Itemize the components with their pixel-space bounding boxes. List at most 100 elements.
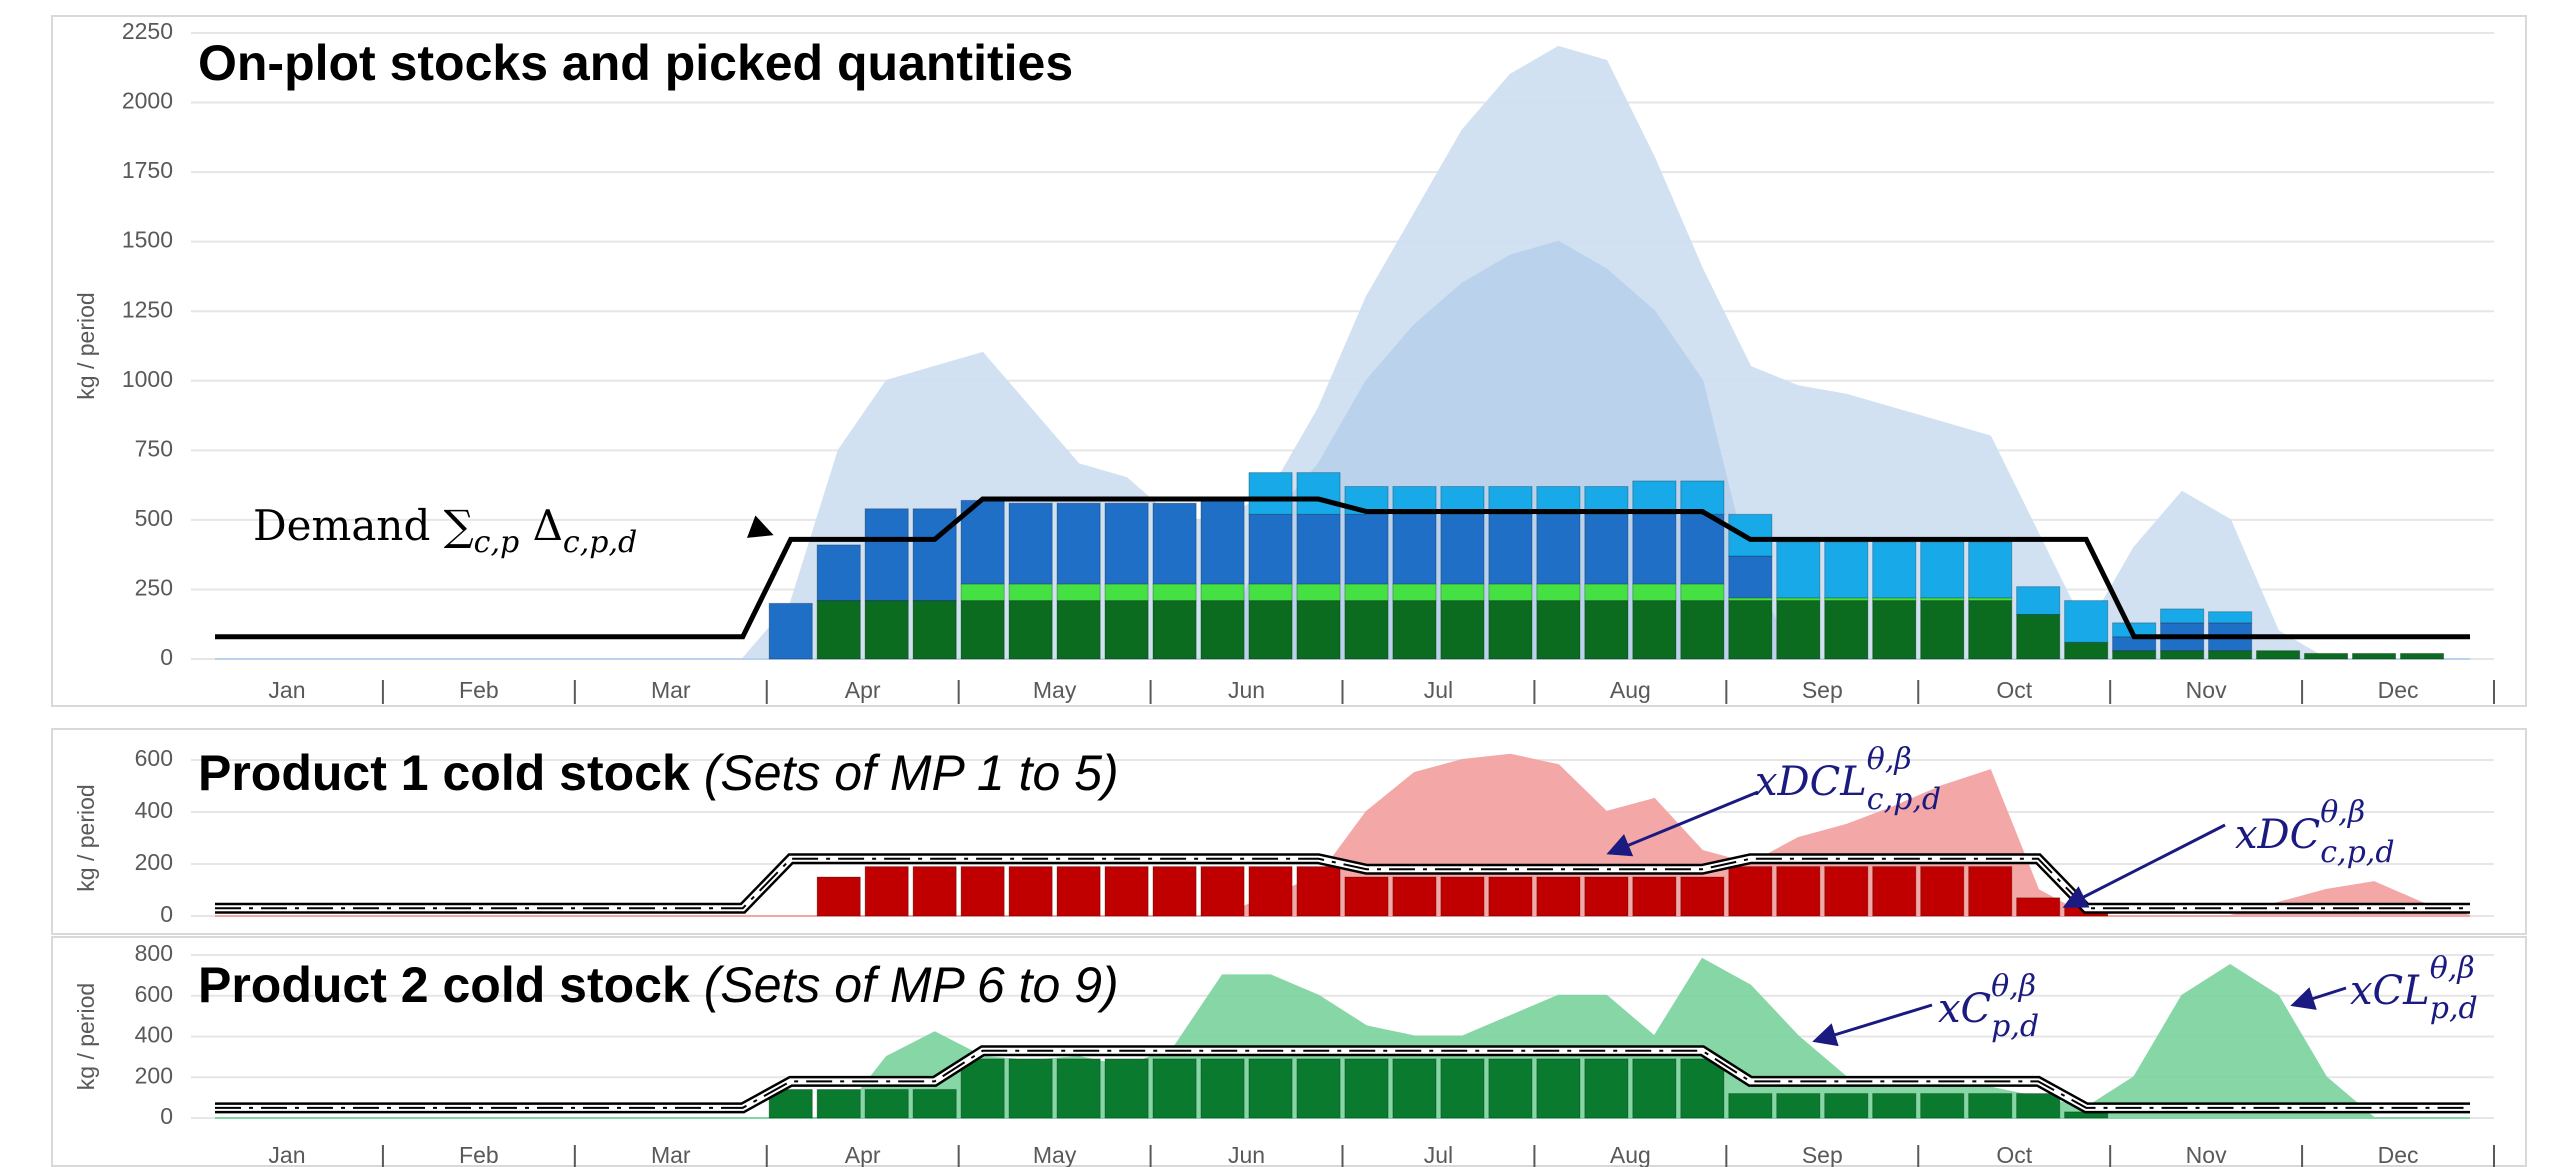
arrow	[1606, 790, 1759, 857]
x-tick-label: Mar	[651, 677, 691, 703]
area	[214, 957, 2471, 1119]
bar	[1776, 600, 1821, 660]
bar	[1872, 600, 1917, 660]
bar	[1968, 1093, 2013, 1119]
bar	[1920, 600, 1965, 660]
x-tick-label: Aug	[1610, 1142, 1651, 1167]
bar	[1776, 866, 1821, 917]
y-axis-label: kg / period	[73, 983, 99, 1090]
bar	[1632, 876, 1677, 917]
bar	[1728, 555, 1773, 599]
chart-title: On-plot stocks and picked quantities	[198, 35, 1073, 91]
bar	[1056, 502, 1101, 585]
bar	[1200, 583, 1245, 602]
bar	[1152, 502, 1197, 585]
y-tick-label: 1750	[122, 157, 173, 183]
x-tick-label: Jan	[268, 677, 305, 703]
annotation-superscript: θ,β	[1991, 969, 2036, 1004]
bar	[1536, 876, 1581, 917]
bar	[912, 600, 957, 660]
y-tick-label: 800	[135, 940, 173, 966]
bar	[1440, 876, 1485, 917]
arrow	[1812, 1003, 1933, 1047]
annotation-superscript: θ,β	[1867, 742, 1912, 777]
annotation-text: xDCL	[1755, 759, 1867, 805]
bar	[960, 600, 1005, 660]
annotation-text: xC	[1938, 986, 1991, 1032]
annotation-subscript: p,d	[1991, 1009, 2039, 1044]
x-tick-label: May	[1033, 1142, 1077, 1167]
bar	[2016, 613, 2061, 660]
arrow	[2290, 986, 2347, 1010]
bar	[1296, 600, 1341, 660]
bar	[1536, 1058, 1581, 1119]
annotation-text: xDC	[2235, 812, 2320, 858]
annotation-layer: Demand ∑c,p Δc,p,d xDCLθ,β c,p,d xDC θ,β c,…	[253, 501, 2478, 1047]
bar	[1056, 583, 1101, 602]
bar	[2208, 611, 2253, 624]
bar	[1248, 1058, 1293, 1119]
bar	[2160, 650, 2205, 660]
bar	[1584, 513, 1629, 585]
bar	[1824, 600, 1869, 660]
bar	[1152, 1058, 1197, 1119]
bar	[864, 508, 909, 602]
arrow	[746, 515, 774, 538]
bar	[1680, 600, 1725, 660]
y-tick-label: 0	[160, 1103, 173, 1129]
title-space	[690, 957, 704, 1013]
bar	[2303, 652, 2349, 660]
bar	[2064, 600, 2109, 643]
demand-line	[214, 496, 2471, 640]
chart-title: Product 1 cold stock (Sets of MP 1 to 5)	[198, 745, 1119, 801]
bar	[2256, 650, 2301, 660]
bar	[1872, 1093, 1917, 1119]
bar	[1344, 876, 1389, 917]
y-tick-label: 0	[160, 644, 173, 670]
bar	[1440, 513, 1485, 585]
bar	[2016, 897, 2061, 917]
annotation-subscript: p,d	[2430, 991, 2478, 1026]
y-tick-label: 2000	[122, 88, 173, 114]
bar	[1536, 513, 1581, 585]
x-tick-label: Jul	[1424, 677, 1453, 703]
x-tick-label: Dec	[2378, 1142, 2419, 1167]
bar	[1632, 600, 1677, 660]
bar	[1008, 1058, 1053, 1119]
x-tick-label: Apr	[845, 1142, 881, 1167]
bar	[1200, 1058, 1245, 1119]
bar	[1488, 1058, 1533, 1119]
bar	[1968, 866, 2013, 917]
x-tick-label: Jan	[268, 1142, 305, 1167]
bar	[1008, 583, 1053, 602]
annotation-subscript: c,p,d	[1867, 782, 1941, 817]
y-tick-label: 1250	[122, 296, 173, 322]
bar	[1920, 1093, 1965, 1119]
bar	[1200, 499, 1245, 585]
bar	[816, 876, 861, 917]
bar	[1056, 866, 1101, 917]
bar	[1440, 600, 1485, 660]
bar	[1920, 866, 1965, 917]
annotation-superscript: θ,β	[2430, 951, 2475, 986]
bar	[1104, 583, 1149, 602]
subtitle: (Sets of MP 6 to 9)	[704, 957, 1119, 1013]
title-main: Product 2 cold stock	[198, 957, 690, 1013]
x-tick-label: Feb	[459, 1142, 499, 1167]
bar	[1296, 1058, 1341, 1119]
x-tick-label: Aug	[1610, 677, 1651, 703]
math-annotation: xDCLθ,β c,p,d	[1755, 742, 1941, 817]
bar	[1680, 480, 1725, 515]
bar	[1008, 866, 1053, 917]
bar	[1584, 1058, 1629, 1119]
bar	[1584, 600, 1629, 660]
bar	[912, 1088, 957, 1119]
bar	[1200, 600, 1245, 660]
y-tick-label: 1500	[122, 227, 173, 253]
y-tick-label: 250	[135, 575, 173, 601]
bar	[1584, 876, 1629, 917]
y-axis-label: kg / period	[73, 784, 99, 891]
demand-annotation: Demand ∑c,p Δc,p,d	[253, 501, 637, 560]
bar	[912, 508, 957, 602]
bar	[1008, 600, 1053, 660]
